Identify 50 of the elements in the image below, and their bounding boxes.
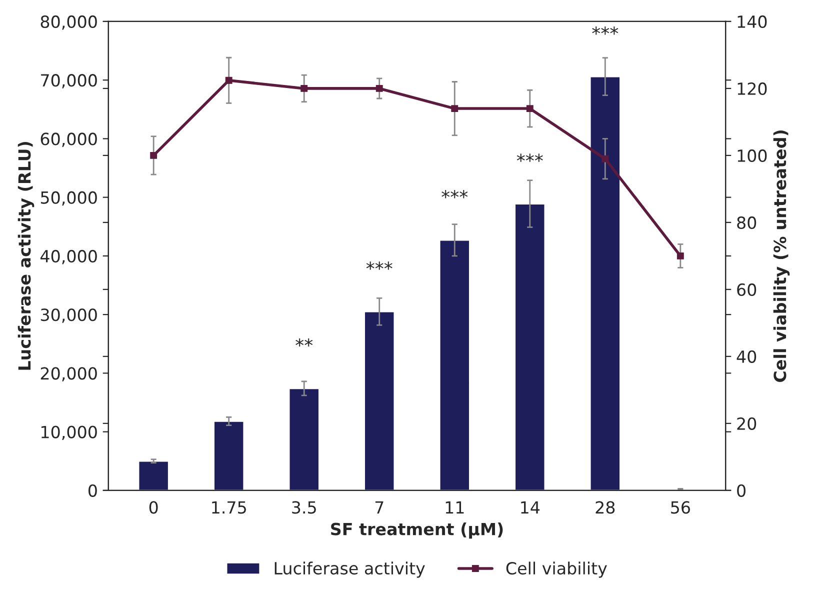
x-tick-label: 0 [149, 501, 158, 514]
bar [438, 239, 470, 490]
y-tick-label: 70,000 [41, 74, 97, 88]
bar [514, 203, 546, 490]
annotation: *** [442, 190, 468, 198]
bar [589, 76, 621, 490]
x-tick-label: 7 [375, 501, 384, 514]
x-tick-label: 11 [446, 501, 464, 514]
point [451, 105, 458, 112]
y-tick-label: 80,000 [40, 15, 97, 30]
y2-tick-label: 140 [738, 15, 767, 28]
bar [288, 388, 320, 490]
annotation: *** [516, 154, 543, 162]
annotation: *** [592, 26, 618, 35]
point [602, 155, 609, 162]
y2-tick-label: 100 [738, 149, 767, 162]
point [150, 152, 158, 159]
legend-label: Luciferase activity [274, 562, 425, 578]
y2-tick-label: 120 [738, 82, 767, 96]
y2-tick-label: 60 [737, 283, 756, 296]
y-tick-label: 10,000 [42, 426, 97, 440]
point [676, 252, 684, 260]
legend-label: Cell viability [506, 562, 607, 578]
point [376, 84, 383, 92]
y-axis-title: Luciferase activity (RLU) [18, 142, 34, 370]
point [225, 76, 232, 84]
bar [213, 420, 245, 490]
x-tick-label: 56 [671, 501, 690, 514]
annotation: *** [366, 262, 392, 270]
x-tick-label: 28 [596, 501, 615, 514]
x-tick-label: 3.5 [292, 501, 316, 514]
y-tick-label: 30,000 [40, 308, 97, 323]
y-tick-label: 60,000 [40, 132, 97, 147]
point [300, 84, 308, 92]
y-tick-label: 20,000 [40, 367, 97, 382]
y2-tick-label: 0 [737, 484, 746, 497]
y-tick-label: 50,000 [40, 191, 97, 206]
x-tick-label: 14 [521, 501, 540, 514]
bar [138, 460, 170, 490]
y2-tick-label: 40 [736, 350, 756, 363]
x-axis-title: SF treatment (µM) [331, 522, 503, 539]
y2-axis-title: Cell viability (% untreated) [773, 130, 790, 382]
y2-tick-label: 20 [737, 417, 756, 430]
point [526, 105, 534, 112]
y2-tick-label: 80 [737, 216, 756, 229]
y-tick-label: 40,000 [40, 250, 97, 264]
y-tick-label: 0 [88, 484, 97, 497]
annotation: ** [296, 338, 313, 347]
x-tick-label: 1.75 [212, 501, 246, 514]
bar [364, 310, 396, 490]
